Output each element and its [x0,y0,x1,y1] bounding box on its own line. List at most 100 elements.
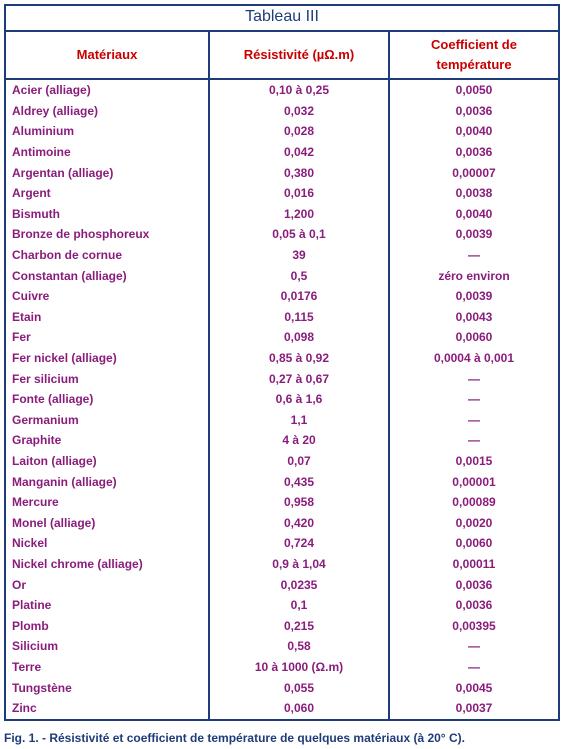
cell-coefficient: 0,0060 [389,327,559,348]
cell-resistivity: 0,9 à 1,04 [209,554,389,575]
cell-material: Aldrey (alliage) [5,101,209,122]
cell-resistivity: 0,060 [209,698,389,720]
cell-coefficient: — [389,636,559,657]
cell-coefficient: 0,0038 [389,183,559,204]
cell-resistivity: 0,07 [209,451,389,472]
table-title: Tableau III [5,5,559,31]
cell-material: Monel (alliage) [5,513,209,534]
cell-coefficient: 0,0040 [389,121,559,142]
cell-resistivity: 0,6 à 1,6 [209,389,389,410]
table-row: Platine0,10,0036 [5,595,559,616]
cell-material: Nickel [5,533,209,554]
cell-resistivity: 4 à 20 [209,430,389,451]
cell-resistivity: 0,1 [209,595,389,616]
cell-coefficient: — [389,657,559,678]
cell-coefficient: 0,00007 [389,163,559,184]
cell-coefficient: 0,0004 à 0,001 [389,348,559,369]
cell-coefficient: 0,0036 [389,101,559,122]
title-row: Tableau III [5,5,559,31]
cell-coefficient: 0,0039 [389,286,559,307]
table-row: Manganin (alliage)0,4350,00001 [5,472,559,493]
table-row: Bronze de phosphoreux0,05 à 0,10,0039 [5,224,559,245]
cell-coefficient: — [389,389,559,410]
cell-coefficient: 0,0037 [389,698,559,720]
cell-coefficient: 0,0043 [389,307,559,328]
table-row: Silicium0,58— [5,636,559,657]
table-row: Laiton (alliage)0,070,0015 [5,451,559,472]
cell-resistivity: 0,05 à 0,1 [209,224,389,245]
cell-resistivity: 0,042 [209,142,389,163]
table-row: Graphite4 à 20— [5,430,559,451]
table-container: Tableau III Matériaux Résistivité (µΩ.m)… [4,4,560,745]
cell-resistivity: 0,098 [209,327,389,348]
cell-resistivity: 0,0235 [209,575,389,596]
cell-coefficient: 0,00011 [389,554,559,575]
cell-material: Acier (alliage) [5,79,209,101]
cell-coefficient: 0,0040 [389,204,559,225]
cell-resistivity: 0,958 [209,492,389,513]
table-row: Fer nickel (alliage)0,85 à 0,920,0004 à … [5,348,559,369]
cell-coefficient: — [389,369,559,390]
table-row: Etain0,1150,0043 [5,307,559,328]
cell-material: Plomb [5,616,209,637]
cell-material: Cuivre [5,286,209,307]
cell-resistivity: 0,435 [209,472,389,493]
table-row: Germanium1,1— [5,410,559,431]
table-row: Terre10 à 1000 (Ω.m)— [5,657,559,678]
cell-resistivity: 0,10 à 0,25 [209,79,389,101]
cell-material: Bronze de phosphoreux [5,224,209,245]
cell-resistivity: 0,58 [209,636,389,657]
cell-resistivity: 0,27 à 0,67 [209,369,389,390]
table-row: Nickel0,7240,0060 [5,533,559,554]
cell-resistivity: 0,115 [209,307,389,328]
cell-resistivity: 0,028 [209,121,389,142]
cell-resistivity: 0,0176 [209,286,389,307]
cell-material: Fer nickel (alliage) [5,348,209,369]
cell-coefficient: 0,0015 [389,451,559,472]
cell-material: Fonte (alliage) [5,389,209,410]
cell-material: Germanium [5,410,209,431]
cell-material: Silicium [5,636,209,657]
cell-material: Etain [5,307,209,328]
cell-resistivity: 0,215 [209,616,389,637]
table-row: Mercure0,9580,00089 [5,492,559,513]
table-row: Fer silicium0,27 à 0,67— [5,369,559,390]
cell-coefficient: 0,0060 [389,533,559,554]
col-header-materiaux: Matériaux [5,31,209,79]
cell-resistivity: 0,016 [209,183,389,204]
cell-material: Antimoine [5,142,209,163]
table-row: Antimoine0,0420,0036 [5,142,559,163]
cell-material: Mercure [5,492,209,513]
cell-material: Nickel chrome (alliage) [5,554,209,575]
cell-coefficient: 0,0039 [389,224,559,245]
cell-resistivity: 0,055 [209,678,389,699]
table-body: Acier (alliage)0,10 à 0,250,0050Aldrey (… [5,79,559,719]
cell-material: Fer silicium [5,369,209,390]
cell-material: Terre [5,657,209,678]
figure-caption: Fig. 1. - Résistivité et coefficient de … [4,731,560,745]
col-header-coefficient: Coefficient de température [389,31,559,79]
cell-coefficient: 0,0036 [389,595,559,616]
col-header-resistivite: Résistivité (µΩ.m) [209,31,389,79]
table-row: Charbon de cornue39— [5,245,559,266]
cell-coefficient: 0,00089 [389,492,559,513]
cell-material: Tungstène [5,678,209,699]
table-row: Monel (alliage)0,4200,0020 [5,513,559,534]
cell-resistivity: 10 à 1000 (Ω.m) [209,657,389,678]
cell-resistivity: 0,032 [209,101,389,122]
cell-material: Argentan (alliage) [5,163,209,184]
cell-material: Bismuth [5,204,209,225]
table-row: Or0,02350,0036 [5,575,559,596]
header-row: Matériaux Résistivité (µΩ.m) Coefficient… [5,31,559,79]
cell-coefficient: 0,00395 [389,616,559,637]
cell-coefficient: — [389,410,559,431]
table-row: Aldrey (alliage)0,0320,0036 [5,101,559,122]
cell-material: Fer [5,327,209,348]
table-row: Tungstène0,0550,0045 [5,678,559,699]
resistivity-table: Tableau III Matériaux Résistivité (µΩ.m)… [4,4,560,721]
cell-material: Constantan (alliage) [5,266,209,287]
cell-resistivity: 39 [209,245,389,266]
cell-coefficient: 0,0020 [389,513,559,534]
cell-resistivity: 0,380 [209,163,389,184]
cell-resistivity: 1,1 [209,410,389,431]
